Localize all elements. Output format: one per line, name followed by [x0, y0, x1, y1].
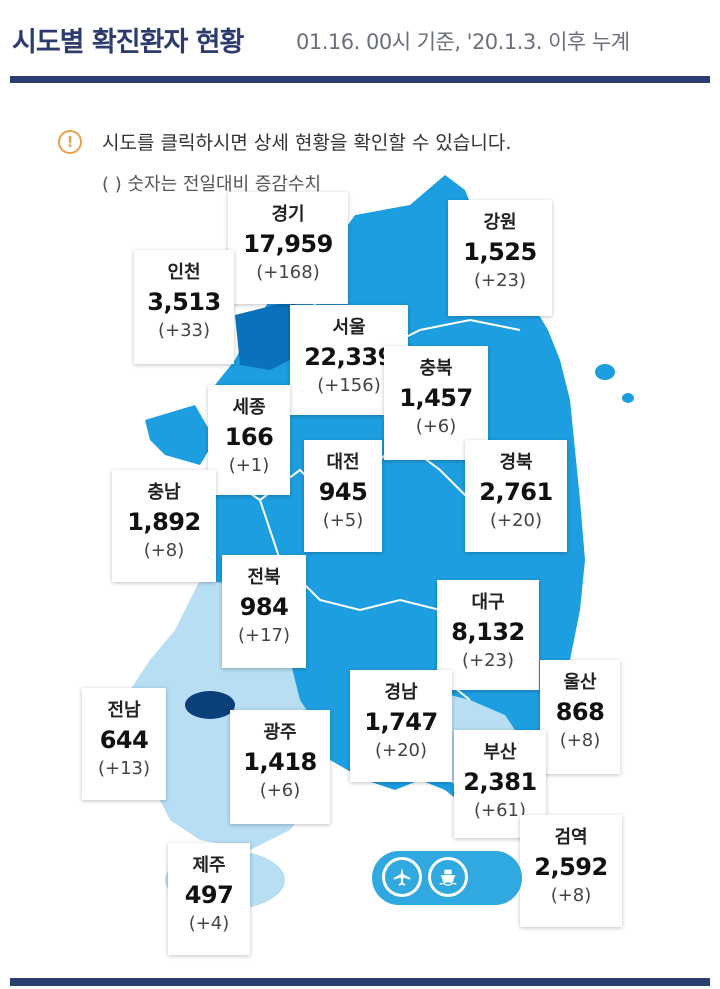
region-card-incheon[interactable]: 인천 3,513 (+33)	[134, 250, 234, 364]
region-card-chungnam[interactable]: 충남 1,892 (+8)	[112, 470, 216, 582]
region-name: 세종	[232, 397, 266, 418]
region-delta: (+23)	[461, 650, 515, 671]
region-delta: (+1)	[228, 455, 270, 476]
region-card-gyeongnam[interactable]: 경남 1,747 (+20)	[350, 670, 452, 782]
region-delta: (+13)	[97, 758, 151, 779]
region-card-gwangju[interactable]: 광주 1,418 (+6)	[230, 710, 330, 824]
region-delta: (+8)	[550, 885, 592, 906]
region-name: 대전	[326, 452, 360, 473]
region-card-jeonbuk[interactable]: 전북 984 (+17)	[222, 555, 306, 668]
region-card-gangwon[interactable]: 강원 1,525 (+23)	[448, 200, 552, 316]
region-name: 서울	[332, 317, 366, 338]
region-count: 17,959	[243, 230, 333, 258]
region-count: 2,592	[534, 853, 608, 881]
notice-legend: ( ) 숫자는 전일대비 증감수치	[102, 174, 322, 195]
region-name: 대구	[471, 592, 505, 613]
region-card-ulsan[interactable]: 울산 868 (+8)	[540, 660, 620, 774]
region-count: 1,525	[463, 238, 537, 266]
region-count: 868	[555, 698, 605, 726]
region-card-busan[interactable]: 부산 2,381 (+61)	[454, 730, 546, 838]
notice-text: 시도를 클릭하시면 상세 현황을 확인할 수 있습니다.	[102, 132, 512, 154]
region-name: 강원	[483, 212, 517, 233]
page-title: 시도별 확진환자 현황	[12, 27, 244, 58]
region-name: 제주	[192, 855, 226, 876]
region-name: 충남	[147, 482, 181, 503]
region-delta: (+8)	[559, 730, 601, 751]
map-west-bay	[145, 405, 215, 465]
region-card-jeonnam[interactable]: 전남 644 (+13)	[82, 688, 166, 800]
region-delta: (+168)	[256, 262, 320, 283]
region-count: 1,457	[399, 384, 473, 412]
map-dokdo	[622, 393, 634, 403]
region-card-daegu[interactable]: 대구 8,132 (+23)	[437, 580, 539, 690]
region-card-jeju[interactable]: 제주 497 (+4)	[168, 843, 250, 955]
page-subtitle: 01.16. 00시 기준, '20.1.3. 이후 누계	[296, 30, 630, 54]
bottom-divider	[10, 978, 710, 986]
region-delta: (+156)	[317, 375, 381, 396]
map-metro	[235, 300, 300, 370]
map-ulleungdo	[595, 364, 615, 380]
region-card-quarantine[interactable]: 검역 2,592 (+8)	[520, 815, 622, 927]
region-count: 945	[318, 478, 368, 506]
top-divider	[10, 76, 710, 83]
region-count: 1,892	[127, 508, 201, 536]
region-card-daejeon[interactable]: 대전 945 (+5)	[304, 440, 382, 552]
region-name: 경북	[499, 452, 533, 473]
region-count: 644	[99, 726, 149, 754]
region-count: 2,761	[479, 478, 553, 506]
region-count: 166	[224, 423, 274, 451]
region-delta: (+5)	[322, 510, 364, 531]
region-count: 1,418	[243, 748, 317, 776]
region-count: 984	[239, 593, 289, 621]
region-name: 경기	[271, 204, 305, 225]
transport-toggle[interactable]	[372, 851, 522, 905]
region-count: 2,381	[463, 768, 537, 796]
region-delta: (+17)	[237, 625, 291, 646]
info-icon: !	[58, 130, 82, 154]
region-name: 부산	[483, 742, 517, 763]
region-name: 울산	[563, 672, 597, 693]
region-delta: (+33)	[157, 320, 211, 341]
region-delta: (+6)	[259, 780, 301, 801]
region-name: 전남	[107, 700, 141, 721]
region-name: 전북	[247, 567, 281, 588]
region-count: 22,339	[304, 343, 394, 371]
region-name: 광주	[263, 722, 297, 743]
region-card-gyeonggi[interactable]: 경기 17,959 (+168)	[228, 192, 348, 304]
region-name: 검역	[554, 827, 588, 848]
region-count: 497	[184, 881, 234, 909]
ship-icon[interactable]	[428, 857, 468, 897]
region-card-sejong[interactable]: 세종 166 (+1)	[208, 385, 290, 495]
region-count: 1,747	[364, 708, 438, 736]
region-delta: (+20)	[489, 510, 543, 531]
region-delta: (+61)	[473, 800, 527, 821]
region-delta: (+8)	[143, 540, 185, 561]
region-count: 8,132	[451, 618, 525, 646]
region-name: 인천	[167, 262, 201, 283]
region-delta: (+6)	[415, 416, 457, 437]
region-count: 3,513	[147, 288, 221, 316]
region-delta: (+23)	[473, 270, 527, 291]
header: 시도별 확진환자 현황 01.16. 00시 기준, '20.1.3. 이후 누…	[0, 0, 720, 78]
region-delta: (+20)	[374, 740, 428, 761]
region-name: 경남	[384, 682, 418, 703]
airplane-icon[interactable]	[382, 857, 422, 897]
region-card-gyeongbuk[interactable]: 경북 2,761 (+20)	[465, 440, 567, 552]
region-name: 충북	[419, 358, 453, 379]
region-delta: (+4)	[188, 913, 230, 934]
